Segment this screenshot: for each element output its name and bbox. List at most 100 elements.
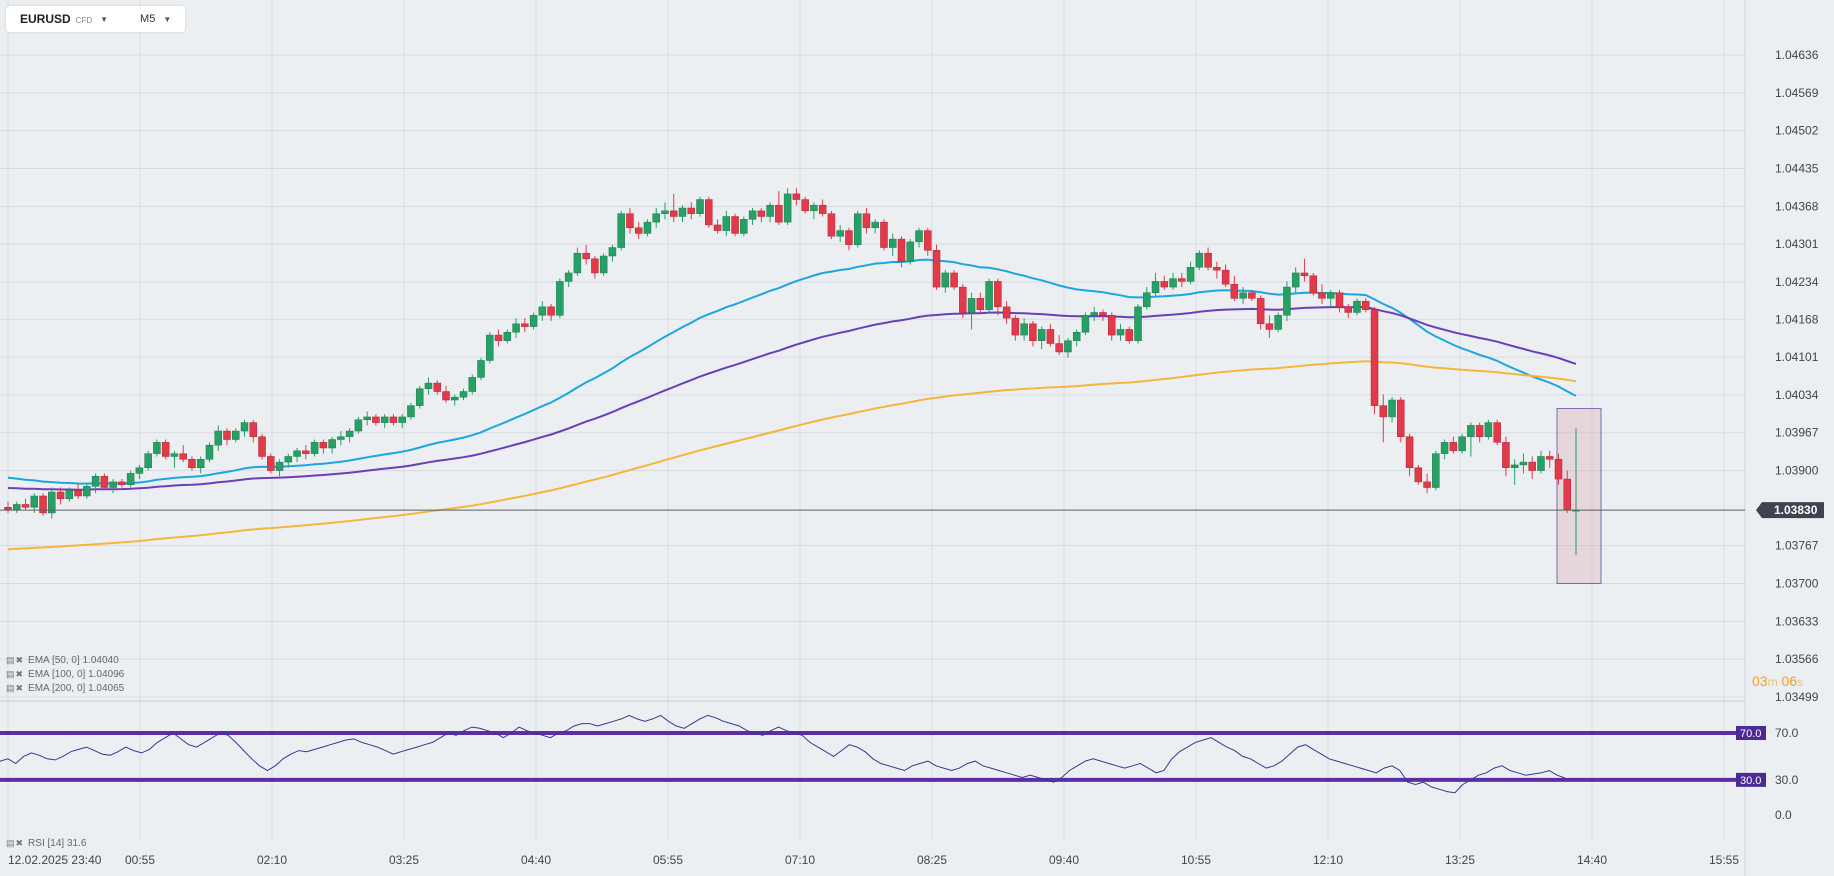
candle (293, 450, 301, 457)
rsi-value: 31.6 (66, 838, 87, 849)
candle (389, 416, 398, 423)
candle (1344, 306, 1352, 313)
candle (573, 252, 582, 274)
candle (599, 255, 608, 274)
candle (748, 210, 757, 220)
time-tick-label: 04:40 (521, 853, 551, 867)
candle (267, 456, 275, 471)
countdown-seconds: 06 (1781, 673, 1798, 689)
candle (310, 442, 319, 454)
candle (232, 430, 240, 440)
price-tick-label: 1.03767 (1775, 539, 1819, 553)
ema100-label: EMA [100, 0] (28, 669, 86, 680)
price-tick-label: 1.04234 (1775, 275, 1819, 289)
ema100-value: 1.04096 (88, 669, 125, 680)
candle (1493, 422, 1501, 443)
candle (661, 210, 669, 214)
settings-close-icon[interactable]: ▤✖ (6, 683, 25, 693)
candle (994, 281, 1002, 308)
candle (1221, 269, 1230, 285)
candle (740, 219, 748, 234)
candle (91, 475, 100, 487)
rsi-tick-label: 0.0 (1775, 808, 1792, 822)
candle (433, 382, 441, 392)
candle (521, 323, 529, 327)
candle (696, 199, 704, 214)
candle (941, 272, 950, 288)
candle (1116, 329, 1125, 336)
settings-close-icon[interactable]: ▤✖ (6, 655, 25, 665)
candle (818, 204, 827, 214)
candle (1388, 399, 1396, 418)
candle (967, 298, 976, 313)
candle (775, 204, 783, 223)
candle (1440, 442, 1449, 454)
candle (337, 436, 345, 440)
timeframe-chevron-down-icon[interactable]: ▼ (163, 14, 172, 24)
candle (1432, 453, 1440, 488)
candle (1397, 399, 1405, 437)
candle (380, 416, 389, 423)
candle (1204, 252, 1212, 268)
candle (1265, 323, 1274, 330)
candle-countdown: 03m 06s (1752, 673, 1803, 689)
price-tick-label: 1.03633 (1775, 614, 1819, 628)
candle (319, 442, 328, 449)
candle (56, 491, 65, 500)
candle (1081, 315, 1090, 333)
candle (1563, 478, 1571, 511)
candle (810, 204, 818, 212)
candle (249, 422, 258, 437)
price-tick-label: 1.04569 (1775, 86, 1819, 100)
candle (328, 439, 336, 449)
time-tick-label: 15:55 (1709, 853, 1739, 867)
candle (196, 459, 205, 469)
ema50-legend[interactable]: ▤✖ EMA [50, 0] 1.04040 (6, 655, 119, 666)
candle (722, 216, 731, 231)
candle (83, 486, 91, 497)
candle (30, 495, 39, 508)
time-tick-label: 12.02.2025 23:40 (8, 853, 102, 867)
symbol-selector[interactable]: EURUSD CFD ▼ M5 ▼ (6, 6, 185, 32)
settings-close-icon[interactable]: ▤✖ (6, 669, 25, 679)
price-tick-label: 1.03700 (1775, 577, 1819, 591)
candle (503, 331, 512, 341)
time-tick-label: 13:25 (1445, 853, 1475, 867)
rsi-tick-label: 70.0 (1775, 726, 1799, 740)
candle (442, 391, 450, 401)
candle (13, 504, 21, 511)
candle (1537, 456, 1545, 471)
timeframe-label[interactable]: M5 (140, 13, 156, 25)
time-tick-label: 05:55 (653, 853, 683, 867)
candle (1213, 267, 1221, 271)
candle (135, 467, 144, 474)
rsi-level-badge (1736, 726, 1766, 740)
chevron-down-icon[interactable]: ▼ (100, 14, 109, 24)
candle (205, 444, 214, 460)
candle (1178, 278, 1186, 282)
candle (1274, 315, 1282, 330)
candle (372, 416, 380, 423)
candle (21, 504, 30, 508)
settings-close-icon[interactable]: ▤✖ (6, 838, 25, 848)
symbol-label[interactable]: EURUSD (20, 12, 71, 26)
candle (1283, 286, 1291, 316)
candle (1046, 329, 1055, 344)
candle (1090, 312, 1098, 316)
candle (626, 213, 634, 229)
candle (906, 241, 915, 262)
candle (871, 221, 879, 229)
ema200-legend[interactable]: ▤✖ EMA [200, 0] 1.04065 (6, 683, 124, 694)
candle (144, 453, 152, 469)
candle (1335, 292, 1344, 308)
candle (65, 490, 74, 500)
candle (783, 193, 792, 223)
rsi-level-badge-label: 30.0 (1740, 775, 1761, 787)
rsi-legend[interactable]: ▤✖ RSI [14] 31.6 (6, 838, 86, 849)
candle (1055, 343, 1063, 353)
price-tick-label: 1.04168 (1775, 312, 1819, 326)
candle (345, 430, 354, 437)
ema100-legend[interactable]: ▤✖ EMA [100, 0] 1.04096 (6, 669, 124, 680)
candle (1011, 317, 1020, 336)
